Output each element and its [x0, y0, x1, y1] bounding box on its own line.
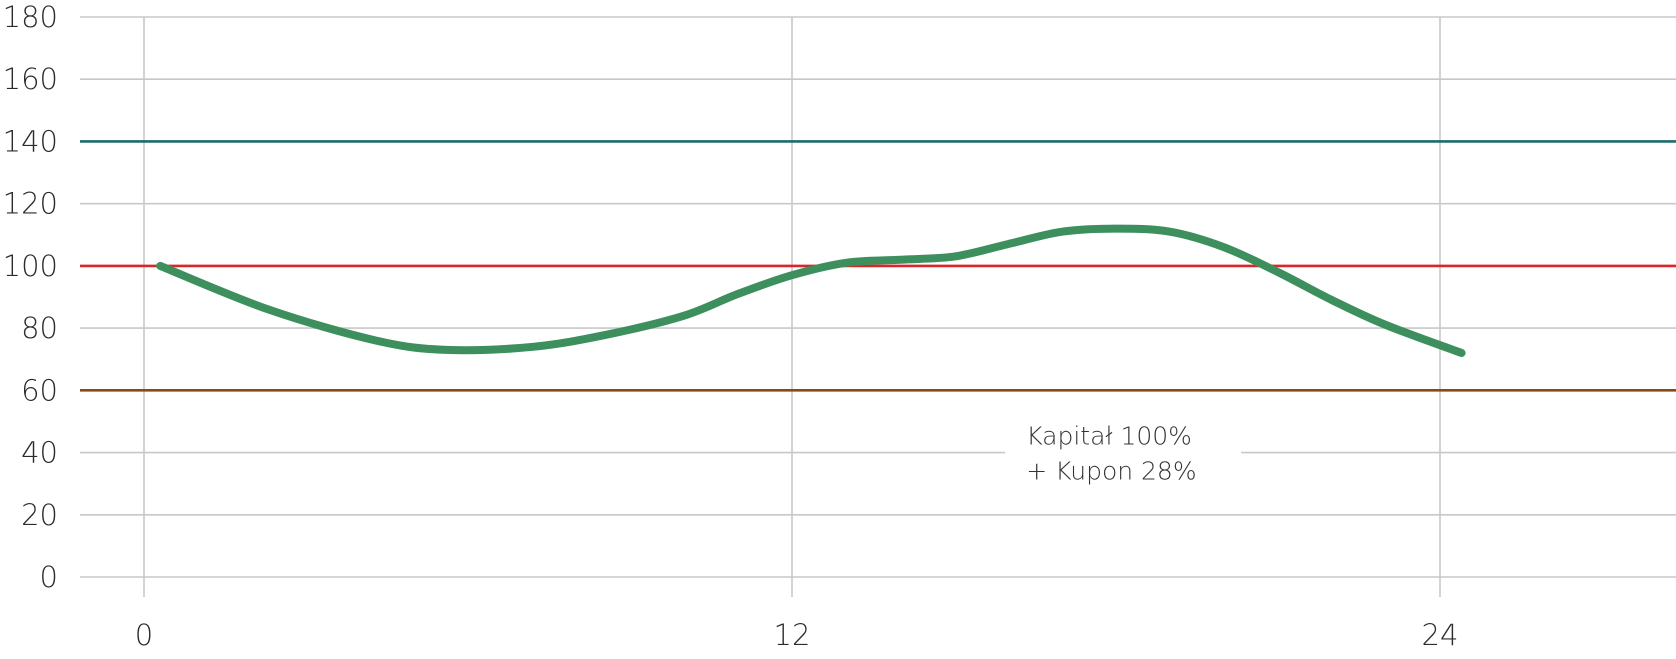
y-tick-label-40: 40: [21, 436, 58, 470]
y-tick-label-100: 100: [3, 249, 58, 283]
annotation-layer: Kapitał 100% + Kupon 28%: [1005, 403, 1242, 500]
y-tick-label-140: 140: [3, 124, 58, 158]
y-tick-label-120: 120: [3, 187, 58, 221]
y-tick-label-180: 180: [3, 0, 58, 34]
annotation-line-1: Kapitał 100%: [1026, 422, 1192, 451]
x-tick-label-0: 0: [135, 618, 153, 652]
annotation-line-2: + Kupon 28%: [1026, 457, 1196, 486]
reference-lines: [80, 140, 1676, 392]
x-axis-tick-labels: 0 12 24: [135, 618, 1459, 652]
y-tick-label-60: 60: [21, 373, 58, 407]
y-tick-label-0: 0: [40, 560, 58, 594]
y-tick-label-20: 20: [21, 498, 58, 532]
y-axis-tick-labels: 0 20 40 60 80 100 120 140 160 180: [3, 0, 58, 594]
x-tick-label-24: 24: [1422, 618, 1459, 652]
grid-layer: [80, 16, 1676, 597]
y-tick-label-160: 160: [3, 62, 58, 96]
y-tick-label-80: 80: [21, 311, 58, 345]
annotation-box: [1005, 403, 1242, 500]
series-layer: [156, 224, 1466, 357]
series-line-1: [156, 224, 1466, 357]
x-tick-label-12: 12: [774, 618, 811, 652]
